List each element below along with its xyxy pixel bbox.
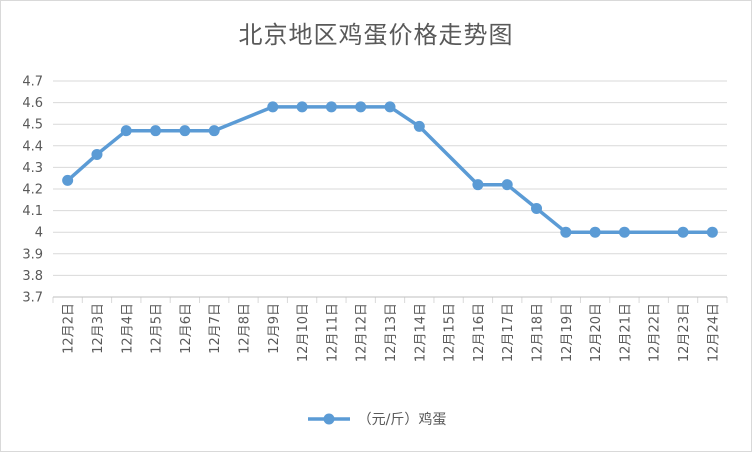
data-point: [296, 101, 308, 113]
x-tick-label: 12月9日: [267, 303, 282, 354]
x-tick-label: 12月13日: [384, 303, 399, 362]
x-tick-labels: 12月2日 12月3日 12月4日 12月5日 12月6日 12月7日 12月8日 12月9日…: [62, 303, 722, 362]
y-tick-labels: 3.7 3.8 3.9 4 4.1 4.2 4.3 4.4 4.5 4.6 4.7: [22, 75, 43, 306]
y-tick-label: 3.7: [22, 291, 43, 306]
x-tick-label: 12月23日: [677, 303, 692, 362]
x-tick-label: 12月10日: [296, 303, 311, 362]
data-point: [62, 174, 74, 186]
y-tick-label: 4.6: [22, 96, 43, 111]
data-point: [531, 202, 543, 214]
data-point: [179, 125, 191, 137]
chart-title: 北京地区鸡蛋价格走势图: [238, 21, 514, 49]
data-point: [325, 101, 337, 113]
x-tick-label: 12月2日: [62, 303, 77, 354]
data-point: [472, 179, 484, 191]
x-tick-label: 12月15日: [443, 303, 458, 362]
y-tick-label: 4.2: [22, 183, 43, 198]
x-tick-label: 12月20日: [589, 303, 604, 362]
data-point: [384, 101, 396, 113]
y-tick-label: 4.3: [22, 161, 43, 176]
series-line: [65, 105, 715, 234]
data-points: [62, 101, 718, 238]
legend: （元/斤）鸡蛋: [1, 409, 751, 429]
x-tick-label: 12月7日: [208, 303, 223, 354]
y-tick-label: 4.4: [22, 139, 43, 154]
y-tick-label: 4.1: [22, 204, 43, 219]
data-point: [589, 226, 601, 238]
x-tick-label: 12月24日: [706, 303, 721, 362]
gridlines: [53, 80, 727, 298]
x-tick-label: 12月8日: [237, 303, 252, 354]
data-point: [91, 148, 103, 160]
y-tick-label: 4: [35, 226, 43, 241]
x-tick-label: 12月21日: [618, 303, 633, 362]
series-line-group: [65, 105, 715, 234]
data-point: [618, 226, 630, 238]
axes: [52, 296, 728, 303]
x-tick-label: 12月4日: [120, 303, 135, 354]
y-tick-label: 3.9: [22, 247, 43, 262]
x-tick-label: 12月12日: [355, 303, 370, 362]
data-point: [208, 125, 220, 137]
x-tick-label: 12月22日: [648, 303, 663, 362]
x-tick-label: 12月6日: [179, 303, 194, 354]
data-point: [150, 125, 162, 137]
data-point: [413, 120, 425, 132]
x-tick-label: 12月5日: [150, 303, 165, 354]
data-point: [560, 226, 572, 238]
y-tick-label: 3.8: [22, 269, 43, 284]
data-point: [120, 125, 132, 137]
data-point: [355, 101, 367, 113]
x-tick-label: 12月18日: [531, 303, 546, 362]
x-tick-label: 12月16日: [472, 303, 487, 362]
legend-marker-icon: [307, 413, 350, 425]
data-point: [267, 101, 279, 113]
x-tick-label: 12月17日: [501, 303, 516, 362]
x-tick-label: 12月11日: [325, 303, 340, 362]
x-tick-label: 12月3日: [91, 303, 106, 354]
y-tick-label: 4.5: [22, 118, 43, 133]
data-point: [706, 226, 718, 238]
x-tick-label: 12月14日: [413, 303, 428, 362]
legend-label: （元/斤）鸡蛋: [357, 412, 447, 428]
y-tick-label: 4.7: [22, 75, 43, 90]
x-tick-label: 12月19日: [560, 303, 575, 362]
data-point: [501, 179, 513, 191]
data-point: [677, 226, 689, 238]
